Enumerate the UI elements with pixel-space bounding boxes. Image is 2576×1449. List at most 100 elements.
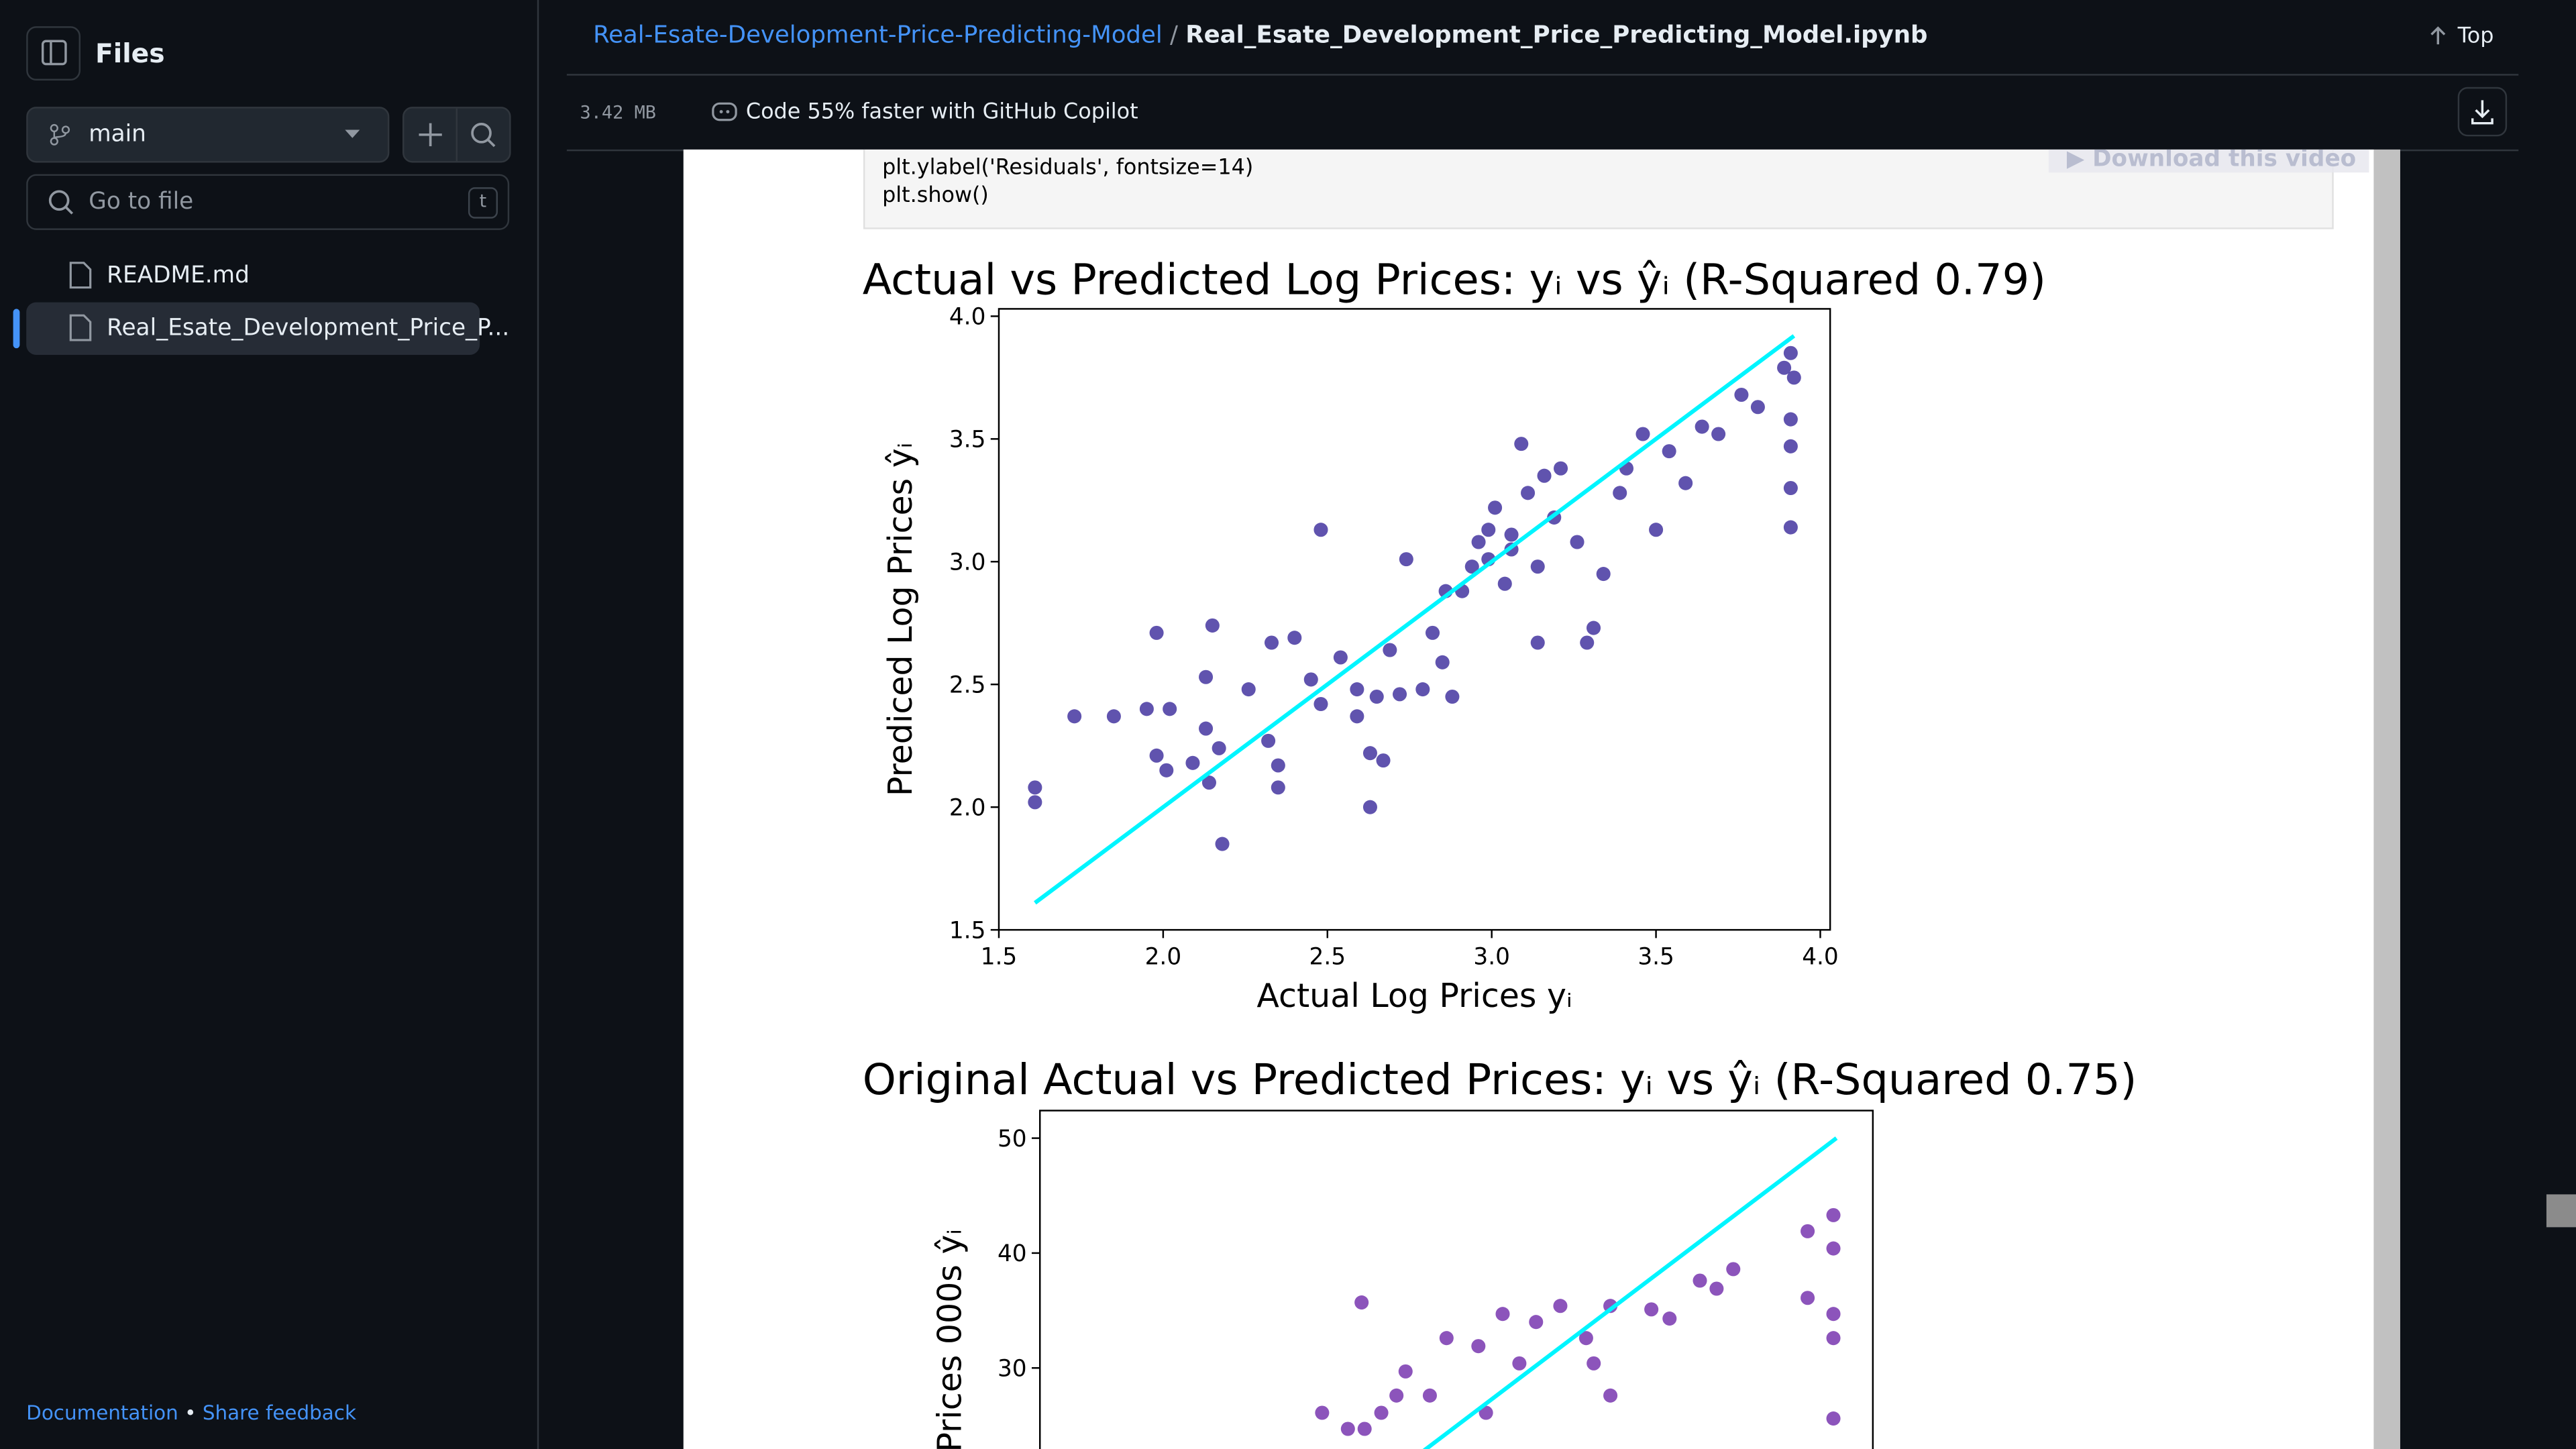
scatter-point xyxy=(1801,1224,1815,1238)
scatter-point xyxy=(1185,755,1200,770)
notebook-content: plt.ylabel('Residuals', fontsize=14) plt… xyxy=(863,149,2369,1449)
breadcrumb: Real-Esate-Development-Price-Predicting-… xyxy=(593,23,1927,49)
scatter-point xyxy=(1481,523,1496,537)
x-axis-label: Actual Log Prices yᵢ xyxy=(1256,977,1572,1015)
x-tick-label: 2.5 xyxy=(1309,944,1346,971)
file-name: README.md xyxy=(107,262,250,290)
file-info-bar: 3.42 MB Code 55% faster with GitHub Copi… xyxy=(566,76,2519,152)
scatter-point xyxy=(1530,559,1545,574)
scatter-point xyxy=(1553,1299,1568,1313)
scatter-point xyxy=(1578,1331,1593,1346)
plot-frame xyxy=(998,308,1831,931)
fit-line xyxy=(1422,1136,1838,1449)
file-header: Real-Esate-Development-Price-Predicting-… xyxy=(566,0,2519,76)
y-axis-label: Prediced Log Prices ŷᵢ xyxy=(881,442,920,796)
x-tick-label: 4.0 xyxy=(1802,944,1839,971)
scatter-point xyxy=(1313,523,1328,537)
scatter-point xyxy=(1315,1405,1330,1420)
scatter-point xyxy=(1530,635,1545,650)
scatter-point xyxy=(1271,758,1285,773)
scatter-point xyxy=(1287,631,1302,645)
y-tick-label: 50 xyxy=(998,1126,1027,1152)
repo-link[interactable]: Real-Esate-Development-Price-Predicting-… xyxy=(593,23,1163,50)
scatter-point xyxy=(1028,780,1042,795)
scatter-point xyxy=(1264,635,1279,650)
scatter-point xyxy=(1212,741,1226,755)
file-actions xyxy=(402,107,511,163)
scatter-point xyxy=(1383,643,1397,657)
feedback-link[interactable]: Share feedback xyxy=(202,1401,357,1425)
scatter-point xyxy=(1199,721,1214,736)
copilot-promo[interactable]: Code 55% faster with GitHub Copilot xyxy=(745,100,1138,125)
scatter-point xyxy=(1369,689,1384,704)
scatter-point xyxy=(1726,1262,1741,1277)
scatter-point xyxy=(1241,682,1256,697)
scatter-point xyxy=(1596,567,1611,582)
top-link[interactable]: Top xyxy=(2457,24,2494,50)
separator: • xyxy=(184,1401,197,1425)
download-overlay-text: ▶ Download this video xyxy=(2067,150,2356,172)
code-line: plt.show() xyxy=(882,182,989,207)
scatter-point xyxy=(1529,1315,1544,1330)
scatter-point xyxy=(1215,837,1230,851)
scatter-point xyxy=(1163,702,1177,716)
scatter-point xyxy=(1521,486,1536,500)
scatter-point xyxy=(1422,1388,1437,1403)
documentation-link[interactable]: Documentation xyxy=(26,1401,178,1425)
scatter-point xyxy=(1826,1331,1841,1346)
scatter-point xyxy=(1201,775,1216,790)
scatter-point xyxy=(1662,1311,1677,1326)
scatter-point xyxy=(1028,795,1042,810)
toggle-sidebar[interactable] xyxy=(26,26,81,81)
go-to-file[interactable]: Go to file t xyxy=(26,174,510,230)
file-item[interactable]: README.md xyxy=(26,250,480,302)
x-tick-label: 2.0 xyxy=(1145,944,1182,971)
scatter-point xyxy=(1649,523,1664,537)
scatter-point xyxy=(1783,480,1798,496)
scatter-point xyxy=(1635,427,1650,441)
scatter-point xyxy=(1464,559,1479,574)
branch-select[interactable]: main xyxy=(26,107,390,163)
search-key: t xyxy=(468,187,498,219)
y-tick-label: 40 xyxy=(998,1240,1027,1267)
scatter-point xyxy=(1826,1411,1841,1426)
scatter-point xyxy=(1826,1307,1841,1322)
y-tick-label: 1.5 xyxy=(949,917,986,944)
scatter-point xyxy=(1350,682,1364,697)
scatter-point xyxy=(1570,535,1585,549)
scatter-point xyxy=(1350,709,1364,724)
scatter-point xyxy=(1693,1273,1707,1288)
page-scrollbar-thumb xyxy=(2546,1194,2576,1228)
download-overlay[interactable] xyxy=(2048,149,2369,173)
sidebar: Files main Go to file t README.md Real_E… xyxy=(0,0,539,1449)
branch-name: main xyxy=(89,121,146,148)
notebook-scrollbar xyxy=(2373,149,2400,1449)
scatter-point xyxy=(1826,1241,1841,1256)
file-item[interactable]: Real_Esate_Development_Price_P... xyxy=(26,302,509,355)
scatter-point xyxy=(1603,1299,1618,1313)
y-axis-label: Prices 000s ŷᵢ xyxy=(931,1229,969,1449)
scatter-point xyxy=(1711,427,1726,441)
scatter-point xyxy=(1644,1302,1659,1317)
scatter-point xyxy=(1149,625,1164,640)
scatter-point xyxy=(1374,1405,1389,1420)
scatter-point xyxy=(1425,625,1440,640)
plot-frame xyxy=(1038,1110,1874,1449)
scatter-point xyxy=(1357,1421,1372,1436)
code-line: plt.ylabel('Residuals', fontsize=14) xyxy=(882,154,1253,180)
scatter-point xyxy=(1537,468,1552,483)
scatter-point xyxy=(1662,444,1676,459)
scatter-point xyxy=(1783,520,1798,535)
y-tick-label: 3.0 xyxy=(949,549,986,576)
scatter-point xyxy=(1149,748,1164,763)
download-button[interactable] xyxy=(2457,87,2508,137)
scatter-point xyxy=(1587,1356,1601,1371)
x-tick-label: 1.5 xyxy=(981,944,1018,971)
chart-title: Actual vs Predicted Log Prices: yᵢ vs ŷᵢ… xyxy=(863,255,2046,305)
scatter-point xyxy=(1497,576,1512,591)
chart-title: Original Actual vs Predicted Prices: yᵢ … xyxy=(863,1055,2137,1105)
y-tick-label: 4.0 xyxy=(949,304,986,331)
scatter-point xyxy=(1067,709,1082,724)
scatter-point xyxy=(1139,702,1154,716)
